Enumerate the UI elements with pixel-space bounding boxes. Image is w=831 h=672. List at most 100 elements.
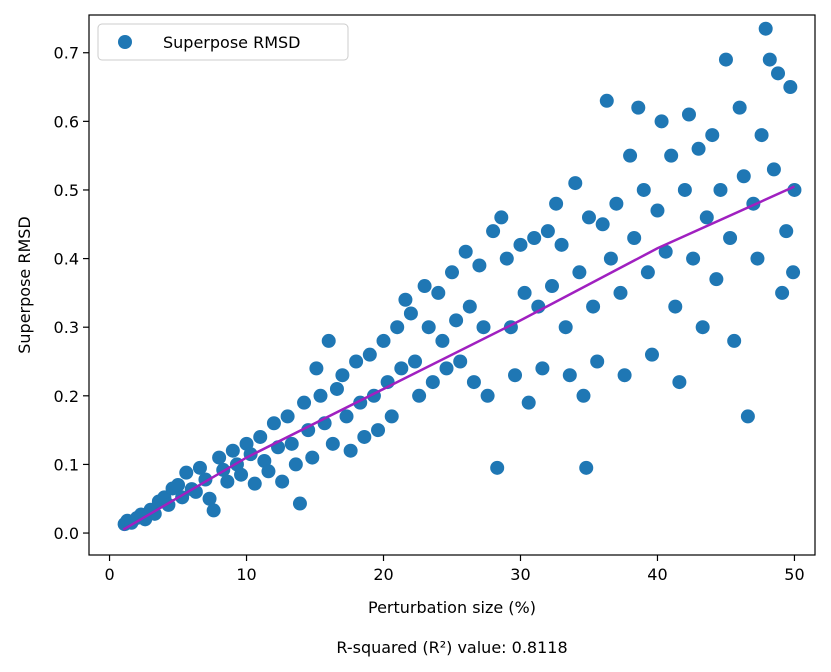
- scatter-point: [750, 251, 765, 266]
- scatter-point: [247, 476, 262, 491]
- scatter-point: [362, 347, 377, 362]
- x-axis-label: Perturbation size (%): [368, 598, 536, 617]
- legend-label: Superpose RMSD: [163, 33, 300, 52]
- scatter-point: [579, 460, 594, 475]
- scatter-point: [384, 409, 399, 424]
- scatter-point: [568, 176, 583, 191]
- scatter-point: [309, 361, 324, 376]
- scatter-point: [732, 100, 747, 115]
- scatter-point: [723, 231, 738, 245]
- scatter-point: [513, 237, 528, 252]
- scatter-point: [586, 299, 601, 314]
- scatter-point: [545, 279, 559, 294]
- scatter-point: [390, 320, 405, 335]
- scatter-point: [288, 457, 303, 472]
- scatter-point: [664, 148, 679, 163]
- scatter-point: [499, 251, 514, 266]
- scatter-point: [329, 381, 344, 396]
- y-tick-label: 0.2: [54, 387, 79, 406]
- scatter-point: [677, 182, 692, 197]
- scatter-point: [521, 395, 536, 410]
- scatter-point: [558, 320, 573, 335]
- scatter-point: [775, 285, 790, 300]
- scatter-point: [572, 265, 587, 280]
- scatter-point: [280, 409, 295, 424]
- scatter-point: [266, 416, 281, 431]
- scatter-point: [490, 460, 505, 475]
- scatter-point: [644, 347, 659, 362]
- y-tick-label: 0.1: [54, 455, 79, 474]
- scatter-point: [335, 368, 350, 383]
- x-axis: 0 10 20 30 40 50: [104, 555, 805, 584]
- scatter-point: [508, 368, 523, 383]
- y-tick-label: 0.7: [54, 44, 79, 63]
- scatter-point: [357, 429, 372, 444]
- scatter-point: [740, 409, 755, 424]
- scatter-point: [540, 224, 555, 239]
- scatter-point: [435, 333, 450, 348]
- scatter-point: [517, 285, 532, 300]
- scatter-point: [758, 21, 773, 36]
- y-axis: 0.0 0.1 0.2 0.3 0.4 0.5 0.6 0.7: [54, 44, 89, 543]
- scatter-point: [325, 436, 340, 451]
- scatter-point: [466, 375, 481, 390]
- scatter-point: [371, 423, 386, 438]
- scatter-point: [787, 182, 802, 197]
- scatter-point: [599, 93, 614, 108]
- scatter-point: [672, 375, 687, 390]
- scatter-point: [376, 333, 391, 348]
- scatter-point: [527, 231, 542, 245]
- scatter-point: [727, 333, 742, 348]
- scatter-point: [421, 320, 436, 335]
- scatter-point: [476, 320, 491, 335]
- scatter-point: [179, 465, 194, 480]
- scatter-point: [417, 279, 432, 294]
- scatter-point: [603, 251, 618, 266]
- r-squared-annotation: R-squared (R²) value: 0.8118: [336, 638, 567, 657]
- x-tick-label: 40: [647, 565, 667, 584]
- scatter-point: [595, 217, 610, 232]
- scatter-point: [576, 388, 591, 403]
- scatter-point: [284, 436, 299, 451]
- scatter-point: [449, 313, 464, 328]
- scatter-point: [403, 306, 418, 321]
- scatter-point: [650, 203, 665, 218]
- scatter-point: [431, 285, 446, 300]
- scatter-point: [535, 361, 550, 376]
- scatter-point: [766, 162, 781, 177]
- scatter-point: [458, 244, 473, 259]
- scatter-point: [590, 354, 605, 369]
- scatter-point: [654, 114, 669, 129]
- scatter-point: [631, 100, 646, 115]
- y-tick-label: 0.0: [54, 524, 79, 543]
- plot-frame: [88, 14, 816, 556]
- x-tick-label: 50: [784, 565, 804, 584]
- scatter-point: [480, 388, 495, 403]
- scatter-point: [220, 474, 235, 489]
- scatter-point: [686, 251, 701, 266]
- scatter-point: [699, 210, 714, 225]
- scatter-point: [253, 429, 268, 444]
- scatter-point: [339, 409, 354, 424]
- x-tick-label: 0: [104, 565, 114, 584]
- scatter-point: [408, 354, 423, 369]
- scatter-point: [736, 169, 751, 184]
- scatter-point: [202, 491, 217, 506]
- scatter-point: [292, 496, 307, 511]
- scatter-point: [412, 388, 427, 403]
- scatter-point: [786, 265, 801, 280]
- y-tick-label: 0.6: [54, 112, 79, 131]
- legend-box: [97, 23, 349, 61]
- y-tick-label: 0.3: [54, 318, 79, 337]
- scatter-point: [668, 299, 683, 314]
- scatter-series: [117, 21, 802, 532]
- scatter-point: [613, 285, 628, 300]
- scatter-point: [494, 210, 509, 225]
- x-tick-label: 20: [373, 565, 393, 584]
- legend-marker: [118, 35, 132, 49]
- y-axis-label: Superpose RMSD: [15, 216, 34, 353]
- scatter-point: [705, 128, 720, 143]
- x-tick-label: 10: [236, 565, 256, 584]
